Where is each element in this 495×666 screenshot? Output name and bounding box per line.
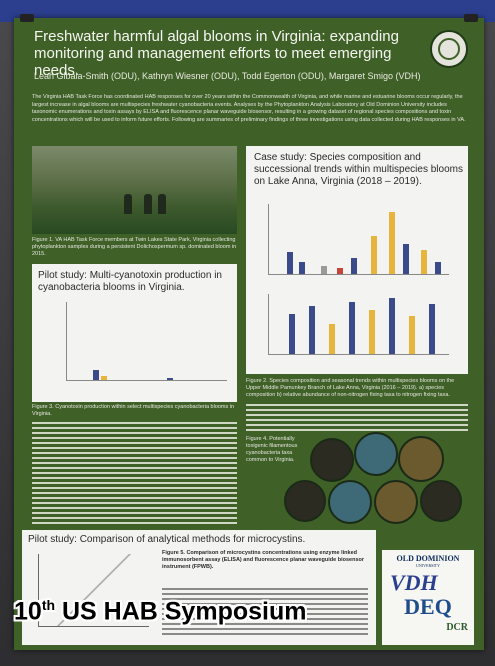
figure2-caption: Figure 2. Species composition and season… bbox=[246, 378, 455, 398]
relative-abundance-chart bbox=[268, 294, 449, 355]
university-seal-icon bbox=[430, 30, 468, 68]
chart-bar bbox=[299, 262, 305, 274]
case-study-text bbox=[246, 404, 468, 434]
chart-bar bbox=[101, 376, 107, 380]
figure5-caption: Figure 5. Comparison of microcystins con… bbox=[162, 550, 365, 570]
pilot-study-2-title: Pilot study: Comparison of analytical me… bbox=[28, 534, 306, 545]
poster-title: Freshwater harmful algal blooms in Virgi… bbox=[34, 28, 399, 79]
chart-bar bbox=[309, 306, 315, 354]
case-study-panel: Case study: Species composition and succ… bbox=[246, 146, 468, 374]
figure3-caption: Figure 3. Cyanotoxin production within s… bbox=[32, 404, 235, 417]
micrograph-image bbox=[310, 438, 354, 482]
chart-bar bbox=[349, 302, 355, 354]
symposium-ordinal: 10 bbox=[14, 597, 42, 626]
person-figure bbox=[124, 194, 132, 214]
dcr-logo: DCR bbox=[446, 622, 468, 633]
cyanotoxin-chart-area bbox=[66, 302, 227, 381]
chart-bar bbox=[369, 310, 375, 354]
chart-bar bbox=[351, 258, 357, 274]
chart-bar bbox=[93, 370, 99, 380]
chart-bar bbox=[167, 378, 173, 380]
chart-bar bbox=[421, 250, 427, 274]
pilot-study-2-text bbox=[162, 588, 368, 638]
figure1-caption: Figure 1. VA HAB Task Force members at T… bbox=[32, 237, 237, 257]
chart-bar bbox=[435, 262, 441, 274]
person-figure bbox=[144, 194, 152, 214]
vdh-logo: VDH bbox=[390, 570, 438, 595]
chart-bar bbox=[389, 298, 395, 354]
odu-logo: OLD DOMINION bbox=[396, 554, 460, 563]
field-sampling-photo bbox=[32, 146, 237, 234]
partner-logos: OLD DOMINION UNIVERSITY VDH DEQ DCR bbox=[382, 550, 474, 645]
symposium-ordinal-suffix: th bbox=[41, 597, 56, 613]
micrograph-image bbox=[284, 480, 326, 522]
poster: Freshwater harmful algal blooms in Virgi… bbox=[14, 14, 484, 650]
chart-bar bbox=[389, 212, 395, 274]
chart-bar bbox=[321, 266, 327, 274]
chart-bar bbox=[429, 304, 435, 354]
case-study-title: Case study: Species composition and succ… bbox=[254, 152, 463, 187]
odu-logo-sub: UNIVERSITY bbox=[416, 563, 440, 568]
method-comparison-scatter bbox=[38, 554, 149, 627]
micrograph-image bbox=[420, 480, 462, 522]
symposium-overlay-title: 10th US HAB Symposium bbox=[14, 597, 484, 626]
deq-logo: DEQ bbox=[404, 594, 452, 619]
pilot-study-1-text bbox=[32, 422, 237, 526]
chart-bar bbox=[329, 324, 335, 354]
poster-authors: Leah Gibala-Smith (ODU), Kathryn Wiesner… bbox=[34, 71, 421, 81]
poster-intro: The Virginia HAB Task Force has coordina… bbox=[32, 94, 466, 123]
chart-bar bbox=[371, 236, 377, 274]
chart-bar bbox=[287, 252, 293, 274]
species-composition-chart bbox=[268, 204, 449, 275]
pilot-study-1-title: Pilot study: Multi-cyanotoxin production… bbox=[38, 270, 222, 293]
chart-bar bbox=[409, 316, 415, 354]
pilot-study-1-panel: Pilot study: Multi-cyanotoxin production… bbox=[32, 264, 237, 402]
figure4-caption: Figure 4. Potentially toxigenic filament… bbox=[246, 436, 298, 463]
micrograph-image bbox=[354, 432, 398, 476]
micrograph-image bbox=[374, 480, 418, 524]
micrograph-image bbox=[328, 480, 372, 524]
symposium-name: US HAB Symposium bbox=[55, 597, 307, 626]
chart-bar bbox=[337, 268, 343, 274]
poster-clip bbox=[20, 14, 34, 22]
chart-bar bbox=[403, 244, 409, 274]
top-edge-bar bbox=[0, 0, 495, 22]
person-figure bbox=[158, 194, 166, 214]
micrograph-image bbox=[398, 436, 444, 482]
pilot-study-2-panel: Pilot study: Comparison of analytical me… bbox=[22, 530, 376, 645]
poster-clip bbox=[464, 14, 478, 22]
chart-bar bbox=[289, 314, 295, 354]
